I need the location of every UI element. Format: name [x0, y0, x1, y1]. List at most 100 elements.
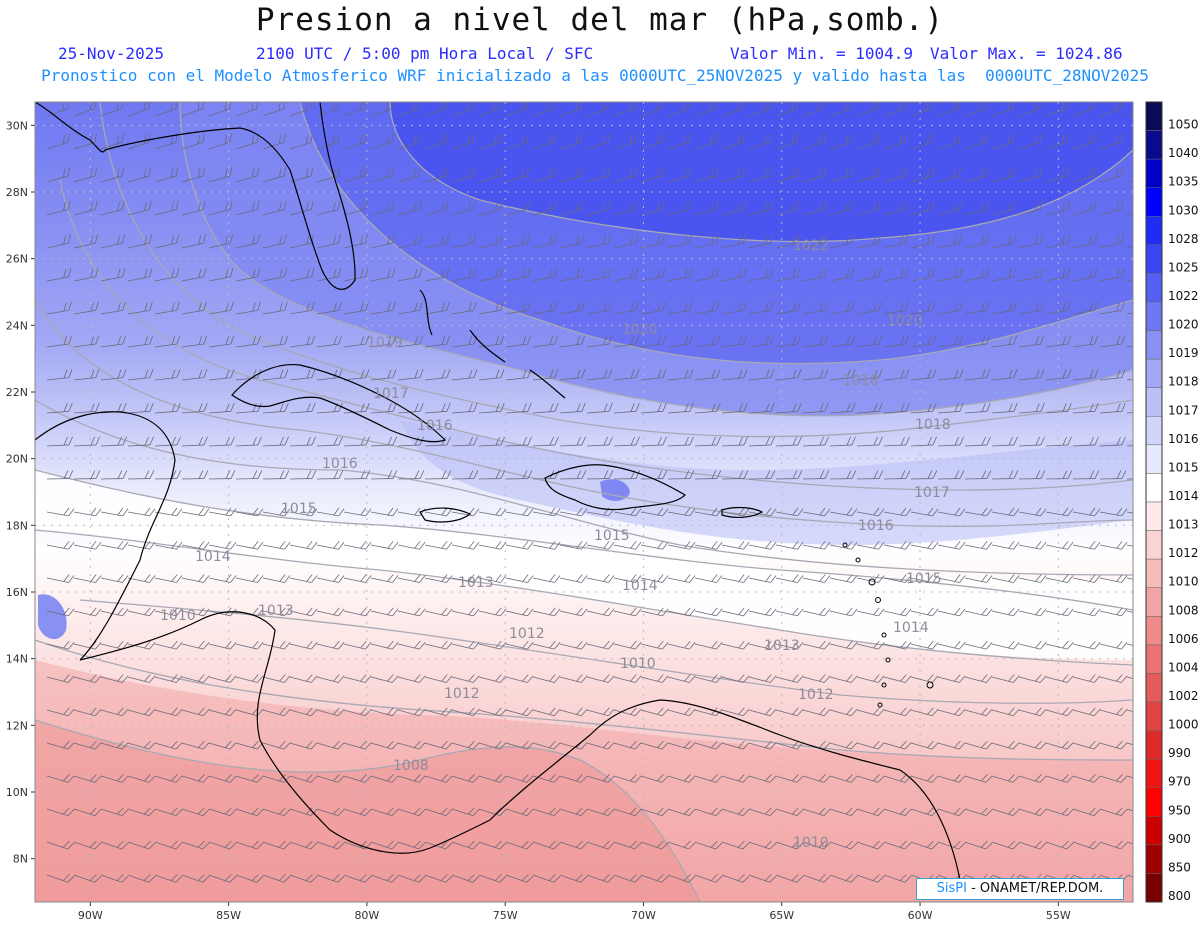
wind-barb: [505, 301, 531, 315]
wind-barb: [559, 607, 588, 617]
wind-barb: [451, 402, 478, 414]
wind-barb: [748, 740, 777, 750]
wind-barb: [964, 470, 992, 480]
wind-barb: [667, 234, 692, 249]
wind-barb: [721, 470, 749, 480]
wind-barb: [343, 507, 372, 517]
wind-barb: [586, 268, 612, 282]
wind-barb: [1045, 840, 1074, 850]
wind-barb: [208, 436, 235, 447]
wind-barb: [343, 674, 372, 683]
wind-barb: [829, 301, 855, 315]
wind-barb: [910, 740, 939, 750]
wind-barb: [505, 268, 531, 282]
colorbar-label: 1025: [1168, 260, 1199, 274]
wind-barb: [748, 369, 775, 381]
wind-barb: [1072, 774, 1101, 783]
wind-barb: [1018, 707, 1047, 717]
wind-barb: [505, 507, 534, 517]
wind-barb: [424, 133, 448, 150]
wind-barb: [397, 607, 426, 617]
wind-barb: [1045, 807, 1074, 817]
band-1010: [35, 660, 1133, 902]
wind-barb: [640, 807, 669, 817]
wind-barb: [1018, 840, 1047, 850]
colorbar-label: 1010: [1168, 575, 1199, 589]
wind-barb: [127, 133, 151, 150]
wind-barb: [46, 707, 75, 717]
wind-barb: [289, 470, 317, 480]
wind-barb: [424, 540, 453, 550]
wind-barb: [586, 607, 615, 617]
isobar-label: 1010: [160, 608, 196, 624]
wind-barb: [289, 707, 318, 717]
wind-barb: [46, 607, 75, 617]
isobar-1022: [389, 102, 1133, 243]
wind-barb: [424, 335, 451, 348]
wind-barb: [964, 674, 993, 683]
wind-barb: [343, 607, 372, 617]
wind-barb: [397, 133, 421, 150]
colorbar-label: 1035: [1168, 175, 1199, 189]
wind-barb: [775, 607, 804, 617]
lat-label: 28N: [6, 186, 28, 199]
wind-barb: [154, 268, 180, 282]
wind-barb: [910, 369, 937, 381]
wind-barb: [181, 200, 206, 216]
wind-barb: [991, 301, 1017, 315]
wind-barb: [964, 234, 989, 249]
wind-barbs: [46, 102, 1133, 883]
wind-barb: [397, 707, 426, 717]
wind-barb: [127, 740, 156, 750]
wind-barb: [1045, 268, 1071, 282]
wind-barb: [1099, 807, 1128, 817]
wind-barb: [289, 807, 318, 817]
wind-barb: [910, 774, 939, 783]
wind-barb: [586, 674, 615, 683]
wind-barb: [1018, 234, 1043, 249]
wind-barb: [829, 167, 854, 183]
wind-barb: [100, 807, 129, 817]
wind-barb: [46, 507, 75, 517]
bahamas-c: [529, 369, 566, 399]
wind-barb: [154, 774, 183, 783]
wind-barb: [127, 301, 153, 315]
isobar-label: 1008: [393, 758, 429, 774]
wind-barb: [478, 640, 507, 650]
wind-barb: [640, 707, 669, 717]
colorbar-label: 1008: [1168, 603, 1199, 617]
wind-barb: [802, 874, 831, 883]
wind-barb: [262, 200, 287, 216]
wind-barb: [532, 436, 559, 447]
wind-barb: [343, 234, 368, 249]
wind-barb: [883, 369, 910, 381]
wind-barb: [451, 167, 476, 183]
wind-barb: [910, 102, 934, 117]
colorbar-label: 1015: [1168, 460, 1199, 474]
wind-barb: [532, 574, 561, 583]
isobar-label: 1020: [622, 322, 658, 338]
wind-barb: [343, 436, 370, 447]
wind-barb: [775, 335, 802, 348]
wind-barb: [775, 102, 799, 117]
wind-barb: [478, 133, 502, 150]
wind-barb: [505, 335, 532, 348]
credit-box: SisPI - ONAMET/REP.DOM.: [916, 878, 1124, 900]
wind-barb: [262, 874, 291, 883]
wind-barb: [154, 102, 178, 117]
wind-barb: [100, 840, 129, 850]
wind-barb: [208, 133, 232, 150]
wind-barb: [370, 234, 395, 249]
wind-barb: [73, 470, 101, 480]
wind-barb: [73, 540, 102, 550]
wind-barb: [1018, 268, 1044, 282]
wind-barb: [181, 774, 210, 783]
wind-barb: [694, 335, 721, 348]
colorbar-swatch: [1145, 787, 1163, 817]
wind-barb: [613, 200, 638, 216]
jamaica: [419, 507, 472, 523]
isobar-label: 1012: [444, 686, 480, 702]
lon-label: 60W: [908, 909, 933, 922]
wind-barb: [559, 133, 583, 150]
